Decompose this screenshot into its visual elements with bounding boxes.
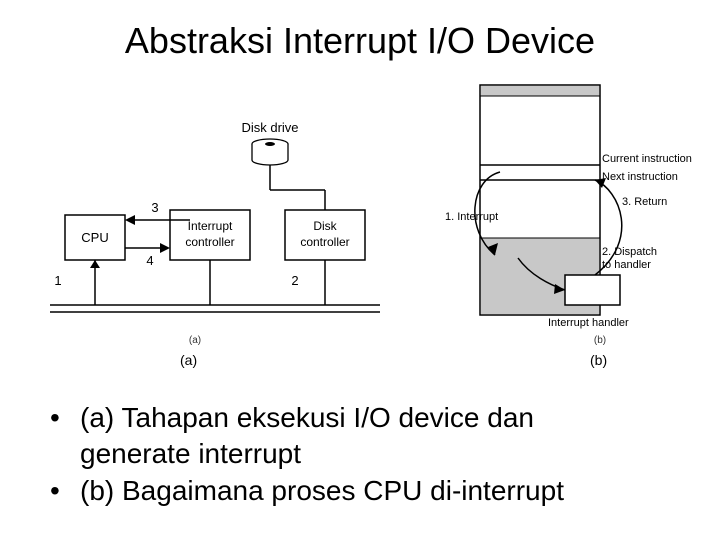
fig-b-small: (b) (594, 335, 606, 346)
interrupt-handler-label: Interrupt handler (548, 317, 629, 329)
bullet-list: • (a) Tahapan eksekusi I/O device dan ge… (50, 400, 564, 509)
disk-ctrl-label-1: Disk (313, 219, 337, 233)
cpu-label: CPU (81, 230, 108, 245)
diagrams-container: CPU Interrupt controller Disk controller… (40, 90, 680, 370)
label-2: 2 (291, 273, 298, 288)
return-label: 3. Return (622, 196, 667, 208)
caption-b: (b) (590, 352, 607, 368)
caption-a: (a) (180, 352, 197, 368)
interrupt-label: 1. Interrupt (445, 211, 498, 223)
page-title: Abstraksi Interrupt I/O Device (0, 20, 720, 62)
current-instruction-label: Current instruction (602, 153, 692, 165)
figure-b: Current instruction Next instruction 1. … (440, 80, 700, 350)
figure-a: CPU Interrupt controller Disk controller… (40, 90, 400, 350)
disk-drive-label: Disk drive (241, 120, 298, 135)
dispatch-label-1: 2. Dispatch (602, 246, 657, 258)
fig-a-small: (a) (189, 335, 201, 346)
label-4: 4 (146, 253, 153, 268)
bullet-dot: • (50, 400, 80, 473)
bullet-dot: • (50, 473, 80, 509)
label-3: 3 (151, 200, 158, 215)
int-ctrl-label-2: controller (185, 235, 234, 249)
disk-ctrl-label-2: controller (300, 235, 349, 249)
next-instruction-label: Next instruction (602, 171, 678, 183)
int-ctrl-label-1: Interrupt (188, 219, 233, 233)
bullet-1-line1: (a) Tahapan eksekusi I/O device dan (80, 402, 534, 433)
bullet-2: (b) Bagaimana proses CPU di-interrupt (80, 473, 564, 509)
bullet-1-line2: generate interrupt (80, 438, 301, 469)
label-1: 1 (54, 273, 61, 288)
